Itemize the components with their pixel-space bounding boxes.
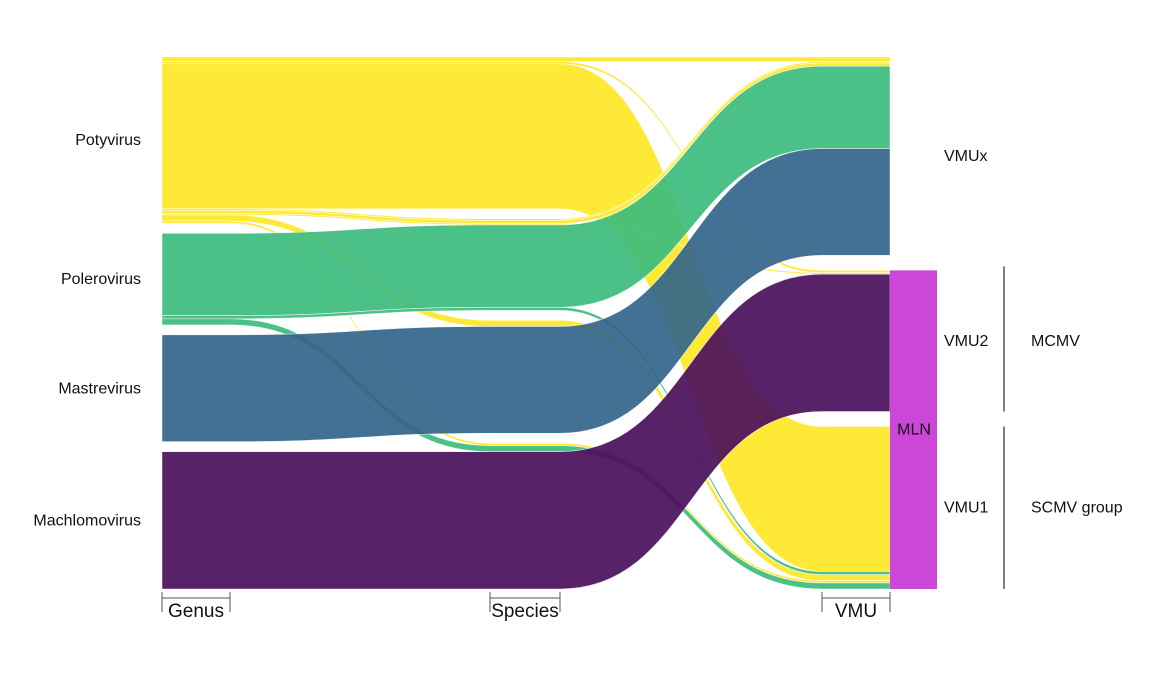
mln-label: MLN — [897, 422, 931, 439]
axis-layer: Genus Species VMU — [161, 592, 891, 622]
mln-group-box — [890, 270, 937, 589]
genus-label-potyvirus: Potyvirus — [75, 132, 141, 149]
flow-layer — [161, 56, 891, 590]
mcmv-bracket-label: MCMV — [1031, 333, 1080, 350]
flow-potyvirus-scmv-vmux — [161, 56, 891, 62]
node-label-layer: Potyvirus Polerovirus Mastrevirus Machlo… — [33, 132, 988, 529]
vmu-label-vmu1: VMU1 — [944, 500, 989, 517]
mln-layer: MLN — [890, 270, 937, 589]
vmu-label-vmu2: VMU2 — [944, 333, 989, 350]
genus-label-machlomovirus: Machlomovirus — [33, 512, 141, 529]
species-axis-label: Species — [491, 601, 559, 622]
vmu-label-vmux: VMUx — [944, 148, 988, 165]
genus-label-polerovirus: Polerovirus — [61, 271, 141, 288]
genus-label-mastrevirus: Mastrevirus — [58, 380, 141, 397]
bracket-layer: MCMV SCMV group — [1003, 266, 1123, 589]
scmv-group-bracket-label: SCMV group — [1031, 500, 1123, 517]
genus-axis-label: Genus — [168, 601, 224, 622]
flow-mastrevirus-msv-vmux — [161, 148, 891, 442]
vmu-axis-label: VMU — [835, 601, 877, 622]
